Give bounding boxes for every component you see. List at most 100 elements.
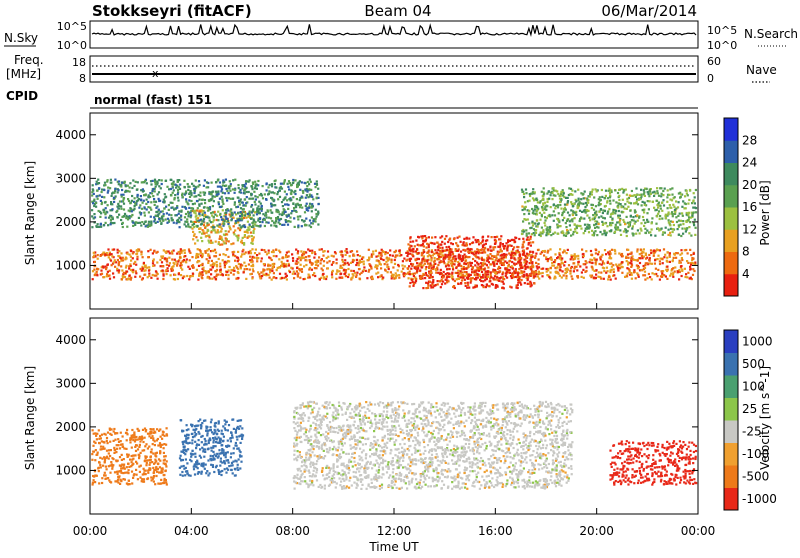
heatmap-cell — [659, 260, 661, 262]
heatmap-cell — [163, 459, 165, 461]
heatmap-cell — [681, 257, 683, 259]
heatmap-cell — [227, 278, 229, 280]
heatmap-cell — [316, 180, 318, 182]
heatmap-cell — [100, 226, 102, 228]
heatmap-cell — [481, 271, 483, 273]
heatmap-cell — [241, 264, 243, 266]
heatmap-cell — [238, 200, 240, 202]
heatmap-cell — [266, 189, 268, 191]
heatmap-cell — [205, 272, 207, 274]
heatmap-cell — [478, 267, 480, 269]
heatmap-cell — [393, 278, 395, 280]
heatmap-cell — [667, 234, 669, 236]
heatmap-cell — [411, 249, 413, 251]
heatmap-cell — [577, 255, 579, 257]
heatmap-cell — [224, 261, 226, 263]
heatmap-cell — [225, 237, 227, 239]
heatmap-cell — [312, 222, 314, 224]
heatmap-cell — [217, 219, 219, 221]
heatmap-cell — [678, 192, 680, 194]
heatmap-cell — [679, 213, 681, 215]
heatmap-cell — [497, 246, 499, 248]
heatmap-cell — [184, 192, 186, 194]
heatmap-cell — [414, 267, 416, 269]
heatmap-cell — [457, 270, 459, 272]
heatmap-cell — [309, 178, 311, 180]
heatmap-cell — [320, 262, 322, 264]
heatmap-cell — [158, 209, 160, 211]
heatmap-cell — [559, 263, 561, 265]
heatmap-cell — [357, 254, 359, 256]
heatmap-cell — [222, 259, 224, 261]
heatmap-cell — [185, 190, 187, 192]
heatmap-cell — [206, 222, 208, 224]
heatmap-cell — [445, 235, 447, 237]
heatmap-cell — [511, 239, 513, 241]
heatmap-cell — [591, 254, 593, 256]
heatmap-cell — [322, 273, 324, 275]
heatmap-cell — [136, 200, 138, 202]
heatmap-cell — [582, 203, 584, 205]
heatmap-cell — [286, 260, 288, 262]
heatmap-cell — [114, 188, 116, 190]
heatmap-cell — [312, 274, 314, 276]
heatmap-cell — [101, 189, 103, 191]
heatmap-cell — [244, 192, 246, 194]
heatmap-cell — [438, 244, 440, 246]
heatmap-cell — [153, 198, 155, 200]
heatmap-cell — [497, 253, 499, 255]
heatmap-cell — [664, 232, 666, 234]
heatmap-cell — [546, 228, 548, 230]
heatmap-cell — [563, 249, 565, 251]
heatmap-cell — [313, 272, 315, 274]
heatmap-cell — [200, 209, 202, 211]
heatmap-cell — [588, 217, 590, 219]
heatmap-cell — [311, 250, 313, 252]
heatmap-cell — [122, 222, 124, 224]
heatmap-cell — [326, 276, 328, 278]
heatmap-cell — [179, 226, 181, 228]
heatmap-cell — [157, 215, 159, 217]
heatmap-cell — [171, 183, 173, 185]
heatmap-cell — [166, 212, 168, 214]
heatmap-cell — [531, 221, 533, 223]
heatmap-cell — [162, 210, 164, 212]
heatmap-cell — [225, 218, 227, 220]
heatmap-cell — [162, 269, 164, 271]
heatmap-cell — [165, 180, 167, 182]
heatmap-cell — [479, 279, 481, 281]
heatmap-cell — [416, 270, 418, 272]
heatmap-cell — [615, 224, 617, 226]
heatmap-cell — [593, 196, 595, 198]
heatmap-cell — [651, 272, 653, 274]
heatmap-cell — [404, 265, 406, 267]
heatmap-cell — [638, 276, 640, 278]
heatmap-cell — [345, 275, 347, 277]
heatmap-cell — [230, 219, 232, 221]
heatmap-cell — [452, 268, 454, 270]
heatmap-cell — [188, 199, 190, 201]
heatmap-cell — [275, 226, 277, 228]
heatmap-cell — [426, 243, 428, 245]
heatmap-cell — [403, 272, 405, 274]
heatmap-cell — [304, 224, 306, 226]
heatmap-cell — [252, 268, 254, 270]
heatmap-cell — [171, 252, 173, 254]
heatmap-cell — [214, 249, 216, 251]
heatmap-cell — [528, 210, 530, 212]
heatmap-cell — [293, 191, 295, 193]
noise-left-label: N.Sky — [4, 31, 38, 45]
power-colorbar-label: Power [dB] — [758, 180, 772, 245]
heatmap-cell — [117, 255, 119, 257]
heatmap-cell — [497, 268, 499, 270]
heatmap-cell — [152, 262, 154, 264]
heatmap-cell — [639, 194, 641, 196]
heatmap-cell — [565, 272, 567, 274]
heatmap-cell — [430, 270, 432, 272]
heatmap-cell — [116, 432, 118, 434]
heatmap-cell — [442, 276, 444, 278]
heatmap-cell — [118, 207, 120, 209]
heatmap-cell — [266, 216, 268, 218]
heatmap-cell — [112, 466, 114, 468]
heatmap-cell — [490, 276, 492, 278]
